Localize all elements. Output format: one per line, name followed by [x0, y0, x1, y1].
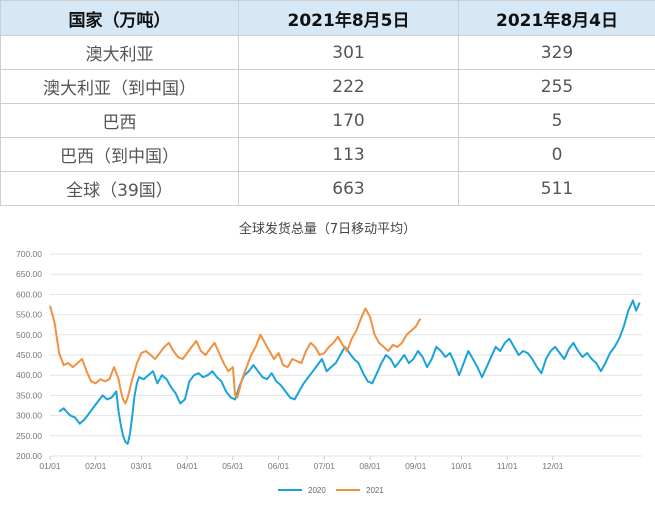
table-row: 澳大利亚 301 329 — [0, 35, 655, 70]
y-tick-label: 500.00 — [16, 330, 42, 340]
row-value-1: 170 — [238, 103, 459, 138]
y-tick-label: 300.00 — [16, 411, 42, 421]
x-tick-label: 11/01 — [497, 461, 518, 471]
row-name: 澳大利亚（到中国） — [0, 69, 239, 104]
y-tick-label: 200.00 — [16, 451, 42, 461]
y-tick-label: 350.00 — [16, 390, 42, 400]
line-chart: 200.00 250.00 300.00 350.00 400.00 450.00 500.… — [16, 249, 642, 495]
row-value-1: 301 — [238, 35, 459, 70]
row-value-2: 511 — [458, 171, 655, 206]
row-value-1: 663 — [238, 171, 459, 206]
x-tick-label: 07/01 — [314, 461, 336, 471]
x-tick-label: 12/01 — [542, 461, 564, 471]
table-row: 巴西 170 5 — [0, 103, 655, 138]
legend-label-2020: 2020 — [308, 486, 326, 495]
row-value-1: 222 — [238, 69, 459, 104]
x-tick-label: 10/01 — [451, 461, 473, 471]
y-tick-label: 550.00 — [16, 310, 42, 320]
x-tick-label: 08/01 — [359, 461, 381, 471]
header-country: 国家（万吨） — [0, 0, 239, 36]
row-value-1: 113 — [238, 137, 459, 172]
y-tick-label: 450.00 — [16, 350, 42, 360]
table-row: 巴西（到中国） 113 0 — [0, 137, 655, 172]
x-tick-label: 09/01 — [405, 461, 427, 471]
row-value-2: 255 — [458, 69, 655, 104]
data-table: 国家（万吨） 2021年8月5日 2021年8月4日 澳大利亚 301 329 … — [0, 0, 655, 206]
y-tick-label: 650.00 — [16, 269, 42, 279]
table-row: 全球（39国） 663 511 — [0, 171, 655, 206]
chart-container: 200.00 250.00 300.00 350.00 400.00 450.00 500.… — [0, 204, 655, 512]
x-tick-label: 03/01 — [131, 461, 153, 471]
y-tick-label: 400.00 — [16, 370, 42, 380]
header-date-2: 2021年8月4日 — [458, 0, 655, 36]
row-name: 巴西（到中国） — [0, 137, 239, 172]
x-tick-label: 05/01 — [222, 461, 244, 471]
y-tick-label: 600.00 — [16, 289, 42, 299]
y-tick-label: 700.00 — [16, 249, 42, 259]
row-value-2: 5 — [458, 103, 655, 138]
legend-label-2021: 2021 — [366, 486, 384, 495]
table-row: 澳大利亚（到中国） 222 255 — [0, 69, 655, 104]
series-line-2020 — [58, 299, 641, 445]
series-line-2021 — [49, 305, 422, 405]
x-tick-label: 06/01 — [268, 461, 290, 471]
row-value-2: 0 — [458, 137, 655, 172]
chart-title: 全球发货总量（7日移动平均） — [238, 222, 417, 237]
row-name: 巴西 — [0, 103, 239, 138]
x-tick-label: 02/01 — [85, 461, 107, 471]
table-header-row: 国家（万吨） 2021年8月5日 2021年8月4日 — [0, 0, 655, 36]
header-date-1: 2021年8月5日 — [238, 0, 459, 36]
row-name: 澳大利亚 — [0, 35, 239, 70]
y-tick-label: 250.00 — [16, 431, 42, 441]
x-tick-label: 01/01 — [39, 461, 61, 471]
x-tick-label: 04/01 — [177, 461, 199, 471]
row-name: 全球（39国） — [0, 171, 239, 206]
row-value-2: 329 — [458, 35, 655, 70]
